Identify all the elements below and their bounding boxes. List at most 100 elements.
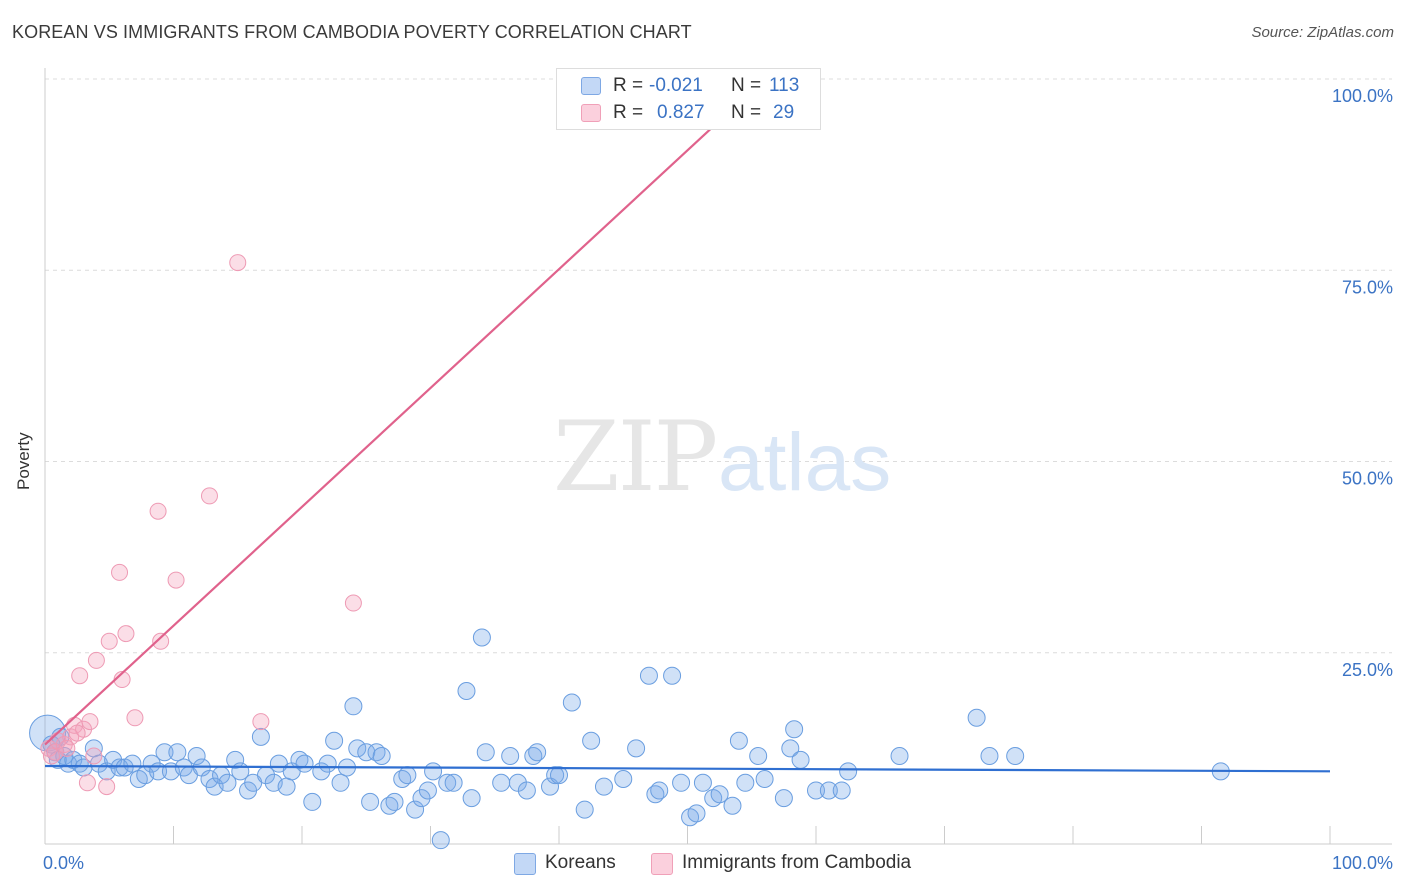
data-point-koreans <box>723 796 742 815</box>
legend-label-cambodia: Immigrants from Cambodia <box>682 852 912 873</box>
data-point-koreans <box>755 769 774 788</box>
data-point-koreans <box>1006 747 1025 766</box>
data-point-koreans <box>444 773 463 792</box>
data-point-cambodia <box>68 724 86 742</box>
data-point-koreans <box>492 773 511 792</box>
y-axis-label: Poverty <box>14 432 33 490</box>
data-point-koreans <box>457 682 476 700</box>
data-point-cambodia <box>252 713 270 731</box>
legend-swatch-cambodia <box>651 853 673 875</box>
chart-title: KOREAN VS IMMIGRANTS FROM CAMBODIA POVER… <box>12 22 692 42</box>
data-point-koreans <box>406 800 425 819</box>
data-point-koreans <box>672 773 691 792</box>
y-tick-label: 75.0% <box>1342 277 1393 297</box>
data-point-cambodia <box>344 594 362 612</box>
data-point-koreans <box>791 750 810 769</box>
tick-labels: 100.0% 75.0% 50.0% 25.0% 0.0% 100.0% <box>43 86 1393 873</box>
legend-swatch-koreans <box>514 853 536 875</box>
data-point-koreans <box>303 792 322 811</box>
legend-r-value: -0.021 <box>649 75 703 96</box>
data-point-koreans <box>361 792 380 811</box>
data-point-cambodia <box>167 571 185 589</box>
data-point-koreans <box>385 792 404 811</box>
data-point-koreans <box>277 777 296 796</box>
data-point-cambodia <box>42 747 60 765</box>
watermark-zip: ZIP <box>553 401 716 513</box>
series-legend: Koreans Immigrants from Cambodia <box>0 852 1406 878</box>
data-point-koreans <box>318 754 337 773</box>
data-point-koreans <box>575 800 594 819</box>
data-point-koreans <box>218 773 237 792</box>
legend-n-value: 29 <box>773 102 795 123</box>
data-point-koreans <box>639 666 658 685</box>
data-point-cambodia <box>81 713 99 731</box>
legend-label-koreans: Koreans <box>545 852 616 873</box>
data-point-koreans <box>781 739 800 758</box>
data-point-koreans <box>168 743 187 762</box>
data-point-koreans <box>736 773 755 792</box>
data-point-koreans <box>325 731 344 750</box>
data-point-koreans <box>398 766 417 785</box>
data-point-koreans <box>594 777 613 796</box>
legend-swatch-cambodia <box>581 104 601 122</box>
data-point-koreans <box>142 754 161 773</box>
data-point-koreans <box>187 747 206 766</box>
y-tick-label: 100.0% <box>1332 86 1393 106</box>
data-point-cambodia <box>200 487 218 505</box>
data-point-koreans <box>357 743 376 762</box>
legend-n-label: N = <box>731 102 762 123</box>
data-point-koreans <box>650 781 669 800</box>
series-koreans <box>29 628 1230 850</box>
data-point-koreans <box>967 708 986 727</box>
data-point-koreans <box>251 727 270 746</box>
data-point-koreans <box>508 773 527 792</box>
data-point-koreans <box>472 628 491 647</box>
data-point-koreans <box>123 754 142 773</box>
data-point-koreans <box>372 747 391 766</box>
data-point-koreans <box>832 781 851 800</box>
y-tick-label: 50.0% <box>1342 469 1393 489</box>
data-point-koreans <box>807 781 825 800</box>
data-point-koreans <box>418 781 437 800</box>
data-point-cambodia <box>229 254 247 272</box>
data-point-cambodia <box>149 502 167 520</box>
data-point-cambodia <box>78 774 96 792</box>
data-point-koreans <box>295 754 314 773</box>
data-point-koreans <box>348 739 367 758</box>
data-point-koreans <box>476 743 495 762</box>
legend-r-label: R = <box>613 102 644 123</box>
data-point-koreans <box>412 789 431 808</box>
data-point-koreans <box>344 697 363 716</box>
data-point-koreans <box>517 781 536 800</box>
watermark-atlas: atlas <box>718 417 891 508</box>
data-point-cambodia <box>71 667 89 685</box>
legend-r-value: 0.827 <box>657 102 705 123</box>
data-point-koreans <box>710 785 729 804</box>
legend-n-value: 113 <box>769 75 800 96</box>
data-point-koreans <box>614 769 633 788</box>
x-tick-label: 0.0% <box>43 853 84 873</box>
data-point-koreans <box>749 747 768 766</box>
legend-n-label: N = <box>731 75 762 96</box>
trend-line-cambodia <box>44 78 766 746</box>
data-point-koreans <box>424 762 443 781</box>
x-tick-label: 100.0% <box>1332 853 1393 873</box>
data-point-koreans <box>438 773 457 792</box>
data-point-cambodia <box>111 563 129 581</box>
data-point-cambodia <box>100 632 118 650</box>
data-point-koreans <box>774 789 793 808</box>
data-point-koreans <box>226 750 245 769</box>
grid-lines <box>45 78 1392 654</box>
series-cambodia <box>40 70 767 796</box>
data-point-koreans <box>785 720 804 739</box>
data-point-koreans <box>980 747 999 766</box>
data-point-cambodia <box>58 739 76 757</box>
data-point-koreans <box>546 766 565 785</box>
data-point-koreans <box>431 831 450 850</box>
y-tick-label: 25.0% <box>1342 660 1393 680</box>
data-point-cambodia <box>152 632 170 650</box>
data-point-koreans <box>729 731 748 750</box>
data-point-koreans <box>819 781 838 800</box>
data-point-koreans <box>890 747 909 766</box>
